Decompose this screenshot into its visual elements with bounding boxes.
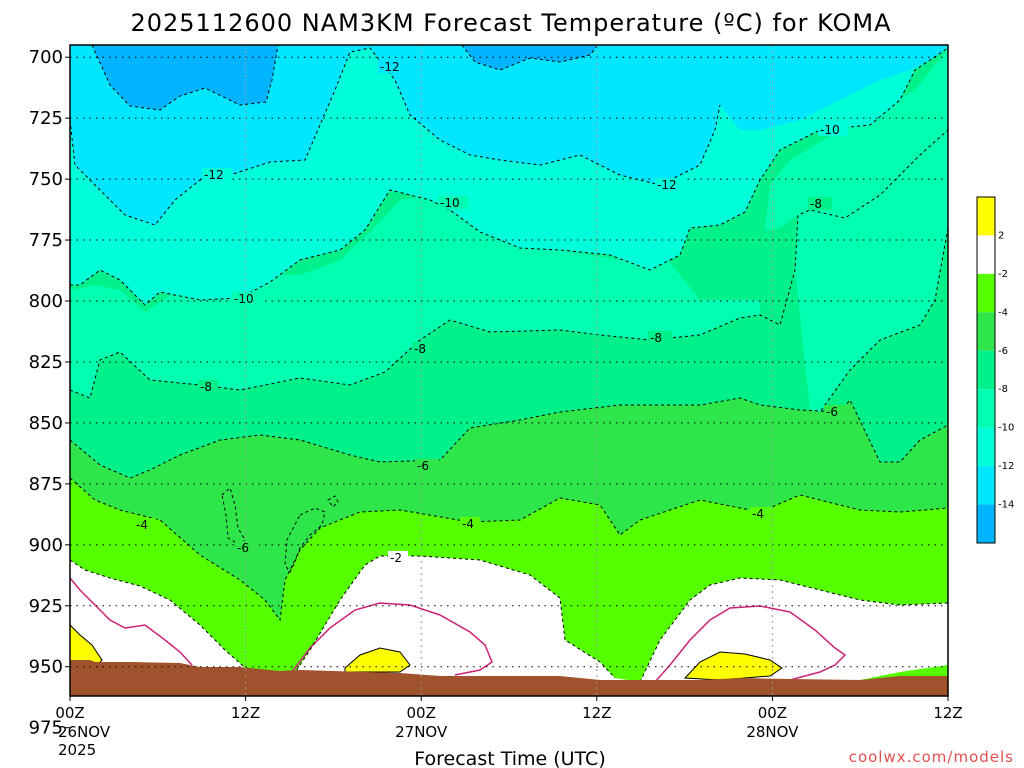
colorbar-swatch xyxy=(977,389,995,428)
colorbar-swatch xyxy=(977,273,995,313)
x-tick-year: 2025 xyxy=(58,741,96,759)
contour-label: -10 xyxy=(234,292,254,306)
zero-isotherm-1 xyxy=(70,577,193,666)
contour-label: -10 xyxy=(440,196,460,210)
x-tick-date: 26NOV xyxy=(58,723,111,741)
colorbar-tick-label: -4 xyxy=(998,307,1008,318)
colorbar: 2 -2 -4 -6 -8 -10 -12 -14 xyxy=(976,196,1014,544)
y-tick-label: 900 xyxy=(29,535,63,556)
isotherm-minus12 xyxy=(70,47,721,226)
colorbar-swatch xyxy=(977,427,995,467)
y-tick-label: 975 xyxy=(29,718,63,739)
x-tick-label: 12Z xyxy=(933,704,962,722)
x-tick-label: 12Z xyxy=(582,704,611,722)
y-tick-label: 875 xyxy=(29,474,63,495)
chart-title: 2025112600 NAM3KM Forecast Temperature (… xyxy=(130,9,891,37)
contour-label: -12 xyxy=(657,178,677,192)
contour-label: -12 xyxy=(380,60,400,74)
contour-label: -12 xyxy=(204,168,224,182)
plot-border xyxy=(69,44,949,697)
zero-isotherm-2 xyxy=(291,602,493,676)
isotherm-minus8b xyxy=(819,227,948,413)
colorbar-border xyxy=(976,196,996,544)
x-axis-label: Forecast Time (UTC) xyxy=(414,748,605,768)
grid-lines xyxy=(70,45,948,696)
contour-label: -8 xyxy=(200,380,212,394)
colorbar-tick-label: -6 xyxy=(998,346,1008,357)
isotherm-minus4 xyxy=(70,477,948,622)
y-tick-label: 800 xyxy=(29,291,63,312)
source-credit: coolwx.com/models xyxy=(849,748,1014,766)
isotherm-minus6 xyxy=(70,397,948,479)
y-axis: 700 725 750 775 800 825 850 875 900 925 950 975 xyxy=(29,47,70,739)
colorbar-tick-label: -8 xyxy=(998,384,1008,395)
y-tick-label: 775 xyxy=(29,230,63,251)
contour-label: -6 xyxy=(826,405,838,419)
x-tick-label: 00Z xyxy=(407,704,436,722)
y-tick-label: 700 xyxy=(29,47,63,68)
x-tick-label: 00Z xyxy=(758,704,787,722)
colorbar-swatch xyxy=(977,235,995,274)
y-tick-label: 750 xyxy=(29,169,63,190)
contour-labels: -12 -12 -12 -10 -10 -10 -8 -8 -8 -8 -6 -… xyxy=(134,60,848,565)
zero-isotherm-3 xyxy=(654,605,847,683)
x-tick-date: 27NOV xyxy=(395,723,448,741)
contour-label: -8 xyxy=(650,331,662,345)
colorbar-swatch xyxy=(977,504,995,543)
x-tick-date: 28NOV xyxy=(746,723,799,741)
contour-label: -10 xyxy=(820,123,840,137)
minus6-island-1 xyxy=(221,487,246,546)
contour-label: -6 xyxy=(417,459,429,473)
x-tick-label: 12Z xyxy=(231,704,260,722)
colorbar-tick-label: -10 xyxy=(998,423,1014,434)
isotherm-minus8 xyxy=(70,129,948,399)
contour-label: -4 xyxy=(462,517,474,531)
band-minus14-minus12 xyxy=(70,45,948,225)
band-minus10-minus8 xyxy=(70,45,948,412)
contour-label: -2 xyxy=(390,551,402,565)
colorbar-swatch xyxy=(977,350,995,390)
isotherm-lines xyxy=(70,45,948,683)
isotherm-minus2 xyxy=(70,555,948,683)
colorbar-swatch xyxy=(977,312,995,351)
isotherm-minus14b xyxy=(461,45,599,71)
y-tick-label: 825 xyxy=(29,352,63,373)
colorbar-swatch xyxy=(977,197,995,236)
contour-label: -4 xyxy=(136,518,148,532)
contour-label: -4 xyxy=(752,507,764,521)
colorbar-tick-label: -14 xyxy=(998,500,1014,511)
contour-label: -8 xyxy=(414,342,426,356)
cold-pocket-1 xyxy=(92,45,278,110)
minus6-island-3 xyxy=(327,495,339,508)
contour-label: -8 xyxy=(810,197,822,211)
plot-area xyxy=(70,45,948,696)
colorbar-tick-label: -2 xyxy=(998,269,1008,280)
isotherm-minus10 xyxy=(70,47,948,306)
y-tick-label: 725 xyxy=(29,108,63,129)
minus6-island-2 xyxy=(284,507,326,573)
isotherm-minus14 xyxy=(91,45,279,111)
x-tick-label: 00Z xyxy=(55,704,84,722)
y-tick-label: 925 xyxy=(29,596,63,617)
colorbar-tick-label: 2 xyxy=(998,230,1004,241)
colorbar-tick-label: -12 xyxy=(998,461,1014,472)
warm-pocket-1 xyxy=(70,624,103,669)
y-tick-label: 850 xyxy=(29,413,63,434)
colorbar-swatch xyxy=(977,466,995,505)
ground-terrain xyxy=(70,660,948,696)
y-tick-label: 950 xyxy=(29,657,63,678)
contour-label: -6 xyxy=(237,541,249,555)
